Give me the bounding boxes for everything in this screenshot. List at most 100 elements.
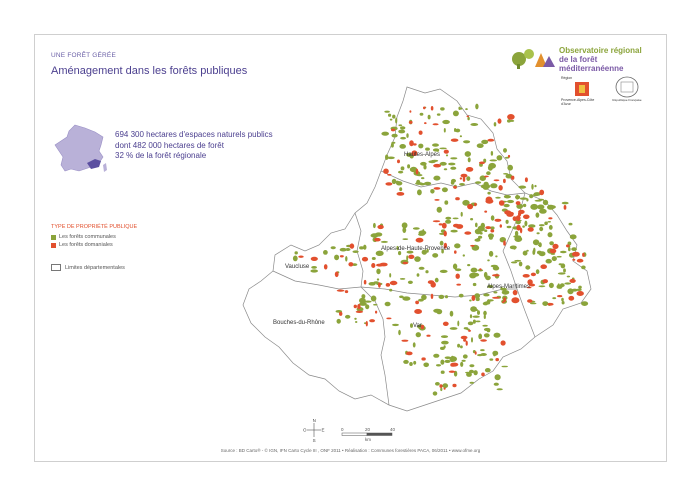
communal-forest-patch — [551, 256, 557, 262]
domanial-forest-patch — [495, 358, 500, 362]
communal-forest-patch — [524, 220, 528, 227]
domanial-forest-patch — [443, 230, 447, 237]
communal-forest-patch — [449, 356, 457, 362]
communal-forest-patch — [445, 219, 452, 224]
domanial-forest-patch — [500, 340, 506, 346]
communal-forest-patch — [503, 173, 509, 175]
domanial-forest-patch — [569, 278, 576, 283]
communal-forest-patch — [395, 117, 398, 124]
domanial-forest-patch — [377, 224, 384, 230]
communal-forest-patch — [501, 365, 509, 368]
communal-forest-patch — [450, 157, 458, 160]
domanial-forest-patch — [453, 223, 460, 228]
domanial-swatch — [51, 242, 56, 248]
communal-forest-patch — [443, 168, 448, 171]
communal-forest-patch — [496, 388, 503, 391]
domanial-forest-patch — [465, 167, 474, 172]
communal-forest-patch — [518, 261, 523, 267]
communal-forest-patch — [509, 245, 517, 250]
communal-forest-patch — [488, 250, 494, 257]
communal-forest-patch — [450, 229, 458, 233]
domanial-forest-patch — [576, 291, 584, 296]
domanial-forest-patch — [408, 254, 415, 259]
domanial-forest-patch — [409, 140, 414, 147]
domanial-forest-patch — [456, 283, 461, 286]
domanial-forest-patch — [498, 185, 503, 191]
communal-forest-patch — [482, 185, 489, 190]
communal-forest-patch — [454, 268, 462, 272]
communal-forest-patch — [409, 362, 413, 366]
france-locator-map — [54, 124, 107, 172]
communal-forest-patch — [561, 301, 565, 305]
seal-icon — [615, 76, 639, 98]
domanial-forest-patch — [468, 329, 471, 332]
domanial-forest-patch — [424, 122, 427, 125]
domanial-forest-patch — [420, 324, 425, 330]
domanial-forest-patch — [557, 295, 563, 298]
communal-forest-patch — [452, 110, 459, 117]
communal-forest-patch — [522, 203, 527, 208]
communal-forest-patch — [542, 199, 549, 206]
communal-forest-patch — [441, 187, 448, 193]
communal-forest-patch — [440, 359, 445, 365]
communal-forest-patch — [460, 345, 463, 349]
communal-forest-patch — [409, 166, 418, 173]
communal-forest-patch — [568, 222, 573, 226]
domanial-forest-patch — [503, 297, 507, 303]
domanial-forest-patch — [442, 321, 449, 326]
domanial-forest-patch — [323, 264, 328, 270]
communal-forest-patch — [477, 269, 484, 272]
communal-forest-patch — [431, 159, 439, 162]
communal-forest-patch — [440, 335, 449, 338]
communal-forest-patch — [495, 255, 498, 258]
communal-forest-patch — [445, 216, 452, 220]
communal-forest-patch — [472, 319, 476, 324]
communal-forest-patch — [476, 143, 484, 148]
domanial-forest-patch — [576, 258, 584, 263]
communal-forest-patch — [466, 176, 471, 181]
domanial-forest-patches — [298, 106, 585, 390]
observatory-name-line2: de la forêt méditerranéenne — [559, 55, 624, 73]
domanial-forest-patch — [459, 177, 463, 180]
compass-west: O — [303, 428, 307, 433]
communal-forest-patch — [465, 108, 468, 111]
scale-tick-20: 20 — [365, 427, 371, 432]
communal-forest-patch — [483, 271, 488, 278]
domanial-forest-patch — [516, 224, 521, 231]
communal-forest-patch — [487, 191, 491, 195]
communal-forest-patch — [507, 199, 514, 204]
communal-forest-patch — [515, 195, 521, 200]
domanial-forest-patch — [363, 279, 367, 285]
communal-forest-patch — [547, 204, 555, 210]
communal-forest-patch — [444, 356, 451, 360]
communal-forest-patch — [510, 261, 518, 264]
domanial-forest-patch — [460, 335, 468, 340]
communal-forest-patch — [538, 224, 545, 227]
domanial-forest-patch — [490, 229, 495, 233]
communal-forest-patch — [403, 359, 409, 364]
communal-forest-patch — [440, 370, 445, 374]
communal-forest-patch — [467, 321, 474, 326]
communal-forest-patch — [503, 203, 510, 208]
communal-forest-patch — [547, 232, 553, 238]
domanial-forest-patch — [334, 271, 339, 278]
communal-forest-patch — [483, 310, 487, 316]
domanial-forest-patch — [480, 339, 487, 342]
communal-forest-patch — [477, 354, 483, 357]
communal-forest-patch — [310, 269, 318, 273]
stat-natural-areas: 694 300 hectares d'espaces naturels publ… — [115, 130, 273, 139]
communal-forest-patch — [371, 257, 376, 260]
communal-forest-patch — [460, 211, 463, 217]
communal-forest-patch — [423, 362, 429, 368]
domanial-forest-patch — [515, 215, 521, 222]
domanial-forest-patch — [481, 372, 485, 377]
communal-forest-patch — [412, 227, 420, 230]
communal-forest-patch — [415, 182, 423, 185]
communal-forest-patch — [545, 258, 552, 264]
domanial-forest-patch — [434, 199, 440, 201]
dept-label-bouches-du-rhone: Bouches-du-Rhône — [273, 320, 325, 326]
domanial-forest-patch — [418, 130, 423, 135]
communal-forest-patch — [470, 218, 474, 221]
communal-forest-patch — [439, 269, 448, 273]
communal-forest-patch — [529, 302, 537, 305]
